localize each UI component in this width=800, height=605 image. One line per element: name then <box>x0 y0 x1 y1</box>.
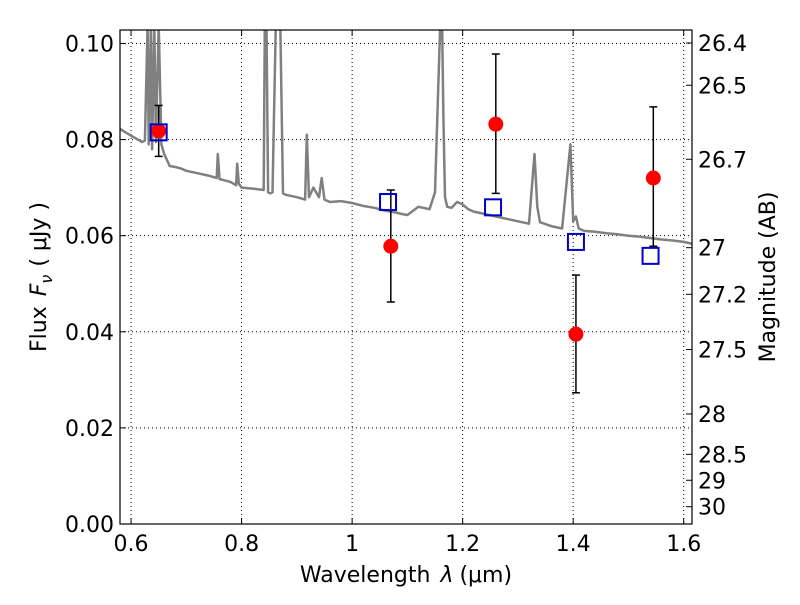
observed-point <box>151 123 167 139</box>
observed-point <box>568 326 584 342</box>
y2-tick-label: 26.5 <box>698 74 747 99</box>
x-tick-label: 0.6 <box>114 532 149 557</box>
y-tick-label: 0.00 <box>65 513 114 538</box>
observed-point <box>645 170 661 186</box>
y2-tick-label: 26.7 <box>698 148 747 173</box>
model-photometry-square <box>379 193 398 212</box>
y-tick-label: 0.10 <box>65 32 114 57</box>
y-tick-label: 0.06 <box>65 225 114 250</box>
model-photometry-square <box>149 123 168 142</box>
y-tick-label: 0.04 <box>65 321 114 346</box>
plot-frame <box>119 29 693 525</box>
y2-tick-label: 26.4 <box>698 32 747 57</box>
y-axis-label: FluxFν( μJy ) <box>27 202 56 352</box>
y2-tick-label: 29 <box>698 469 726 494</box>
observed-point <box>383 238 399 254</box>
axis-ticks: 0.6 0.8 1 1.2 1.4 1.6 0.00 0.02 0.04 0.06 0.08 0.10… <box>65 30 747 557</box>
y2-tick-label: 27 <box>698 237 726 262</box>
y2-tick-label: 28.5 <box>698 443 747 468</box>
model-photometry-square <box>566 232 585 251</box>
model-photometry-square <box>484 198 503 217</box>
x-tick-label: 1 <box>345 532 359 557</box>
model-photometry-square <box>641 246 660 265</box>
y2-tick-label: 27.5 <box>698 339 747 364</box>
x-tick-label: 0.8 <box>224 532 259 557</box>
y2-tick-label: 30 <box>698 496 726 521</box>
spectrum-line <box>120 30 692 246</box>
plot-area <box>120 30 692 394</box>
y2-tick-label: 27.2 <box>698 283 747 308</box>
y2-axis-label: Magnitude (AB) <box>756 192 781 363</box>
gridlines <box>120 30 692 525</box>
observed-point <box>488 116 504 132</box>
x-axis-label: Wavelength λ (μm) <box>300 563 512 588</box>
x-tick-label: 1.6 <box>666 532 701 557</box>
y2-tick-label: 28 <box>698 403 726 428</box>
y-tick-label: 0.02 <box>65 417 114 442</box>
x-tick-label: 1.2 <box>445 532 480 557</box>
y-tick-label: 0.08 <box>65 129 114 154</box>
x-tick-label: 1.4 <box>556 532 591 557</box>
